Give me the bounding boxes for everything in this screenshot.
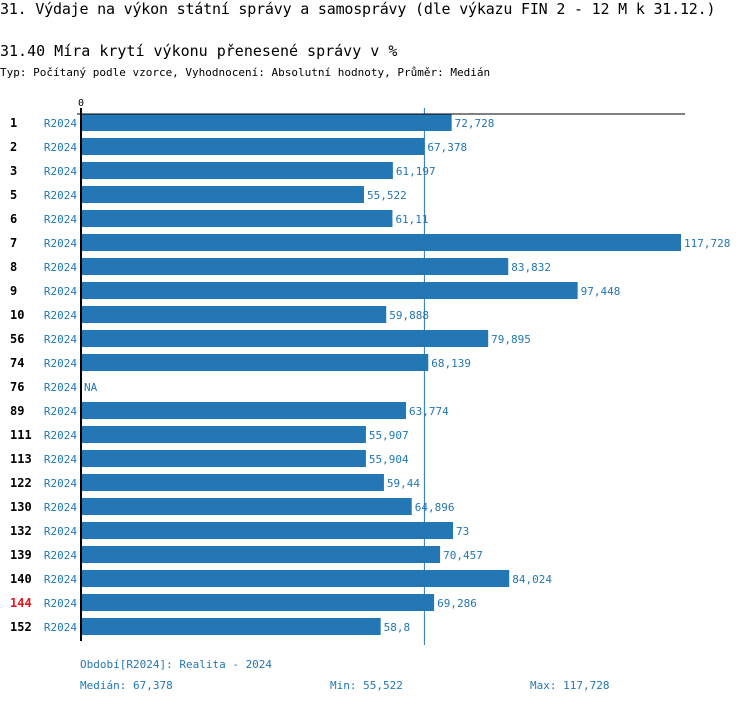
chart-meta: Typ: Počítaný podle vzorce, Vyhodnocení:… (0, 66, 491, 79)
period-label: R2024 (44, 165, 77, 178)
category-label: 5 (10, 188, 17, 202)
bar (81, 594, 435, 611)
value-label: 117,728 (684, 237, 730, 250)
value-label: 72,728 (455, 117, 495, 130)
category-label: 3 (10, 164, 17, 178)
value-label: 84,024 (512, 573, 552, 586)
bar (81, 258, 509, 275)
value-label: NA (84, 381, 98, 394)
value-label: 67,378 (427, 141, 467, 154)
value-label: 63,774 (409, 405, 449, 418)
value-label: 79,895 (491, 333, 531, 346)
report-title: 31. Výdaje na výkon státní správy a samo… (0, 0, 716, 18)
period-label: R2024 (44, 237, 77, 250)
bar (81, 282, 578, 299)
bar (81, 402, 407, 419)
period-label: R2024 (44, 429, 77, 442)
bar (81, 234, 681, 251)
period-label: R2024 (44, 573, 77, 586)
category-label: 130 (10, 500, 32, 514)
bar (81, 474, 384, 491)
period-label: R2024 (44, 213, 77, 226)
category-label: 152 (10, 620, 32, 634)
category-label: 140 (10, 572, 32, 586)
bar (81, 114, 452, 131)
period-label: R2024 (44, 525, 77, 538)
max-summary: Max: 117,728 (530, 679, 610, 692)
value-label: 68,139 (431, 357, 471, 370)
bar (81, 186, 364, 203)
bar (81, 306, 387, 323)
bar (81, 210, 393, 227)
category-label: 1 (10, 116, 17, 130)
value-label: 59,44 (387, 477, 420, 490)
value-label: 70,457 (443, 549, 483, 562)
category-label: 56 (10, 332, 24, 346)
period-label: R2024 (44, 501, 77, 514)
bar (81, 570, 510, 587)
value-label: 59,888 (389, 309, 429, 322)
period-label: R2024 (44, 405, 77, 418)
category-label: 8 (10, 260, 17, 274)
category-label: 132 (10, 524, 32, 538)
value-label: 55,904 (369, 453, 409, 466)
value-label: 58,8 (384, 621, 411, 634)
bar (81, 138, 425, 155)
category-label: 2 (10, 140, 17, 154)
x-tick-label: 0 (78, 98, 84, 109)
value-label: 73 (456, 525, 469, 538)
value-label: 55,907 (369, 429, 409, 442)
period-label: R2024 (44, 141, 77, 154)
value-label: 69,286 (437, 597, 477, 610)
category-label: 7 (10, 236, 17, 250)
bar (81, 354, 429, 371)
category-label: 76 (10, 380, 24, 394)
period-note: Období[R2024]: Realita - 2024 (80, 658, 273, 671)
bar (81, 330, 489, 347)
value-label: 61,11 (395, 213, 428, 226)
bar (81, 426, 366, 443)
value-label: 55,522 (367, 189, 407, 202)
period-label: R2024 (44, 189, 77, 202)
period-label: R2024 (44, 357, 77, 370)
value-label: 64,896 (415, 501, 455, 514)
value-label: 61,197 (396, 165, 436, 178)
period-label: R2024 (44, 597, 77, 610)
period-label: R2024 (44, 549, 77, 562)
period-label: R2024 (44, 381, 77, 394)
period-label: R2024 (44, 261, 77, 274)
bar (81, 498, 412, 515)
period-label: R2024 (44, 285, 77, 298)
category-label: 144 (10, 596, 32, 610)
category-label: 111 (10, 428, 32, 442)
bar (81, 618, 381, 635)
category-label: 89 (10, 404, 24, 418)
median-summary: Medián: 67,378 (80, 679, 173, 692)
bars-group: 1 R2024 72,728 2 R2024 67,378 3 R2024 61,197 5 R20… (10, 114, 730, 635)
bar (81, 162, 393, 179)
category-label: 6 (10, 212, 17, 226)
bar (81, 522, 454, 539)
bar (81, 450, 366, 467)
category-label: 10 (10, 308, 24, 322)
value-label: 97,448 (581, 285, 621, 298)
category-label: 74 (10, 356, 24, 370)
bar (81, 546, 441, 563)
period-label: R2024 (44, 117, 77, 130)
period-label: R2024 (44, 333, 77, 346)
min-summary: Min: 55,522 (330, 679, 403, 692)
period-label: R2024 (44, 309, 77, 322)
category-label: 139 (10, 548, 32, 562)
category-label: 113 (10, 452, 32, 466)
period-label: R2024 (44, 621, 77, 634)
period-label: R2024 (44, 453, 77, 466)
period-label: R2024 (44, 477, 77, 490)
chart-title: 31.40 Míra krytí výkonu přenesené správy… (0, 42, 398, 60)
value-label: 83,832 (511, 261, 551, 274)
category-label: 122 (10, 476, 32, 490)
category-label: 9 (10, 284, 17, 298)
